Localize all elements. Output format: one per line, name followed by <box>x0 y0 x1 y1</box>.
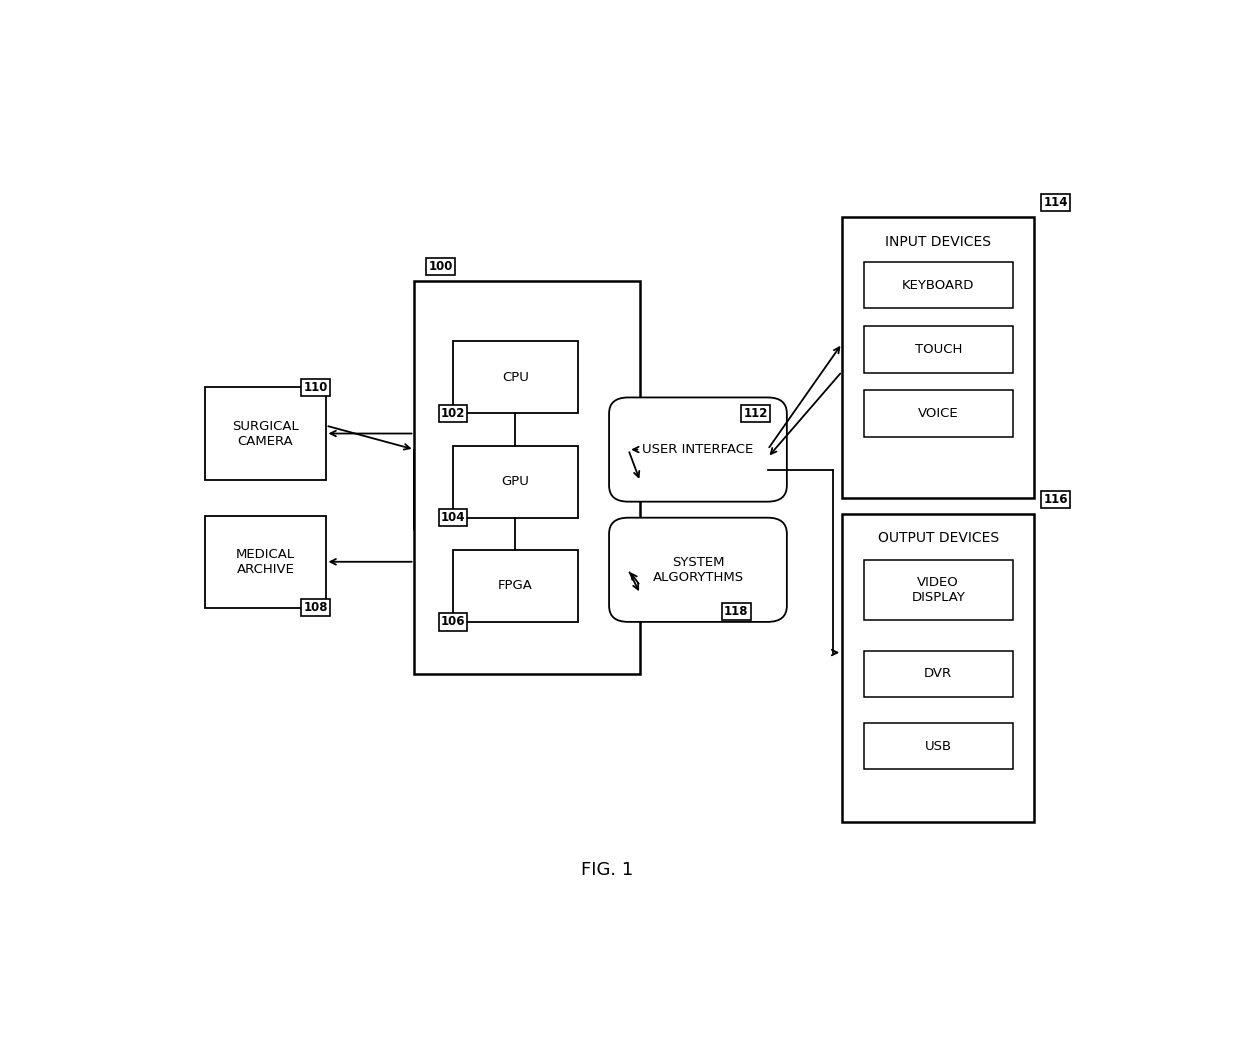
Text: USB: USB <box>925 740 952 753</box>
Text: MEDICAL
ARCHIVE: MEDICAL ARCHIVE <box>236 548 295 576</box>
Bar <box>453 550 578 621</box>
FancyBboxPatch shape <box>609 517 787 621</box>
Text: SURGICAL
CAMERA: SURGICAL CAMERA <box>232 420 299 448</box>
Bar <box>864 560 1013 619</box>
FancyBboxPatch shape <box>609 398 787 502</box>
Bar <box>206 387 326 480</box>
Text: KEYBOARD: KEYBOARD <box>901 279 975 291</box>
Text: 114: 114 <box>1043 196 1068 209</box>
Bar <box>206 515 326 608</box>
Text: VOICE: VOICE <box>918 407 959 420</box>
Text: FIG. 1: FIG. 1 <box>580 861 632 880</box>
Text: INPUT DEVICES: INPUT DEVICES <box>885 234 991 249</box>
Bar <box>842 218 1034 498</box>
Bar <box>864 651 1013 697</box>
Text: 108: 108 <box>304 601 327 614</box>
Text: SYSTEM
ALGORYTHMS: SYSTEM ALGORYTHMS <box>652 556 744 584</box>
Text: USER INTERFACE: USER INTERFACE <box>642 443 754 456</box>
Bar <box>453 341 578 413</box>
Bar <box>842 513 1034 822</box>
Bar <box>864 390 1013 437</box>
Bar <box>864 262 1013 308</box>
Bar <box>414 281 640 674</box>
Text: 118: 118 <box>724 605 749 618</box>
Text: 110: 110 <box>304 381 327 395</box>
Text: 104: 104 <box>440 511 465 525</box>
Text: GPU: GPU <box>501 475 529 488</box>
Text: 100: 100 <box>428 260 453 274</box>
Text: 116: 116 <box>1043 492 1068 506</box>
Text: 102: 102 <box>440 407 465 420</box>
Text: VIDEO
DISPLAY: VIDEO DISPLAY <box>911 576 965 604</box>
Text: 112: 112 <box>744 407 768 420</box>
Text: TOUCH: TOUCH <box>915 342 962 356</box>
Text: 106: 106 <box>440 615 465 629</box>
Text: DVR: DVR <box>924 667 952 681</box>
Bar <box>453 446 578 517</box>
Bar <box>864 326 1013 373</box>
Text: OUTPUT DEVICES: OUTPUT DEVICES <box>878 531 998 545</box>
Bar <box>864 722 1013 769</box>
Text: FPGA: FPGA <box>498 580 533 592</box>
Text: CPU: CPU <box>502 371 528 384</box>
